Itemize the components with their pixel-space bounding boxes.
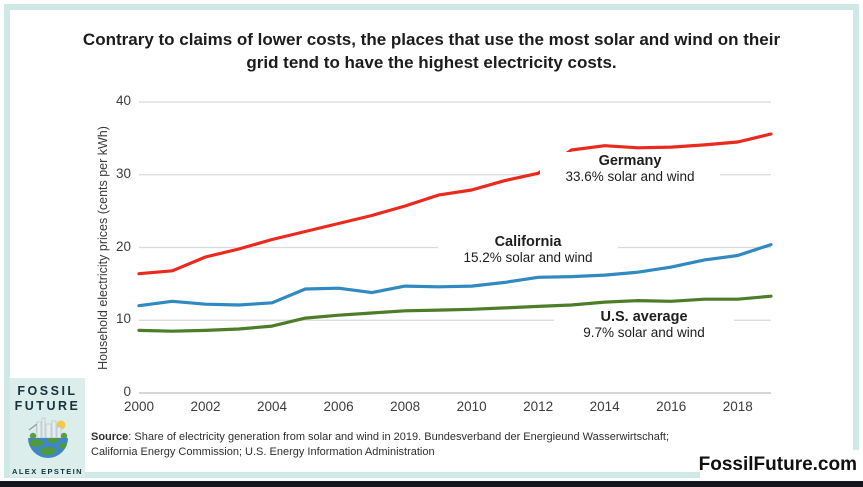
y-tick-label: 30: [115, 165, 131, 181]
source-line1: Source: Share of electricity generation …: [91, 430, 669, 445]
y-tick-label: 40: [115, 93, 131, 108]
source-line2: California Energy Commission; U.S. Energ…: [91, 446, 435, 458]
source-line1-text: : Share of electricity generation from s…: [128, 431, 670, 443]
x-tick-label: 2006: [323, 399, 354, 414]
x-tick-label: 2002: [190, 399, 221, 414]
x-tick-label: 2008: [390, 399, 421, 414]
series-label-us-average: U.S. average 9.7% solar and wind: [554, 308, 734, 342]
website-url: FossilFuture.com: [699, 450, 860, 480]
series-label-germany: Germany 33.6% solar and wind: [540, 152, 720, 186]
y-tick-label: 0: [123, 384, 131, 399]
source-prefix: Source: [91, 431, 129, 443]
series-name-us-average: U.S. average: [600, 309, 688, 325]
x-tick-label: 2010: [456, 399, 487, 414]
series-share-california: 15.2% solar and wind: [463, 250, 593, 265]
x-tick-label: 2012: [523, 399, 554, 414]
data-line-california: [137, 243, 773, 308]
logo-title-line1: FOSSIL: [17, 384, 78, 398]
x-tick-label: 2014: [589, 399, 620, 414]
logo-title-line2: FUTURE: [14, 399, 81, 413]
bottom-bar: [0, 481, 863, 487]
series-label-california: California 15.2% solar and wind: [438, 233, 618, 267]
series-share-germany: 33.6% solar and wind: [565, 169, 695, 184]
fossil-future-logo: FOSSIL FUTURE ALEX EPSTE: [10, 378, 85, 477]
chart-title-line2: grid tend to have the highest electricit…: [246, 53, 617, 72]
series-share-us-average: 9.7% solar and wind: [583, 325, 705, 340]
logo-title: FOSSIL FUTURE: [10, 384, 85, 414]
x-tick-label: 2018: [722, 399, 753, 414]
data-line-u-s-average: [137, 294, 773, 333]
decorative-frame: [4, 4, 859, 478]
y-tick-label: 20: [115, 238, 131, 254]
series-name-california: California: [494, 234, 562, 250]
x-tick-label: 2004: [257, 399, 288, 414]
x-tick-label: 2000: [123, 399, 155, 414]
data-line-germany: [137, 132, 773, 276]
source-note: Source: Share of electricity generation …: [91, 430, 669, 460]
series-name-germany: Germany: [598, 153, 662, 169]
x-tick-label: 2016: [656, 399, 687, 414]
chart-title-line1: Contrary to claims of lower costs, the p…: [82, 30, 781, 49]
chart-title: Contrary to claims of lower costs, the p…: [0, 28, 863, 74]
logo-author: ALEX EPSTEIN: [12, 467, 83, 476]
y-tick-label: 10: [115, 311, 131, 327]
globe-city-icon: [27, 417, 68, 458]
